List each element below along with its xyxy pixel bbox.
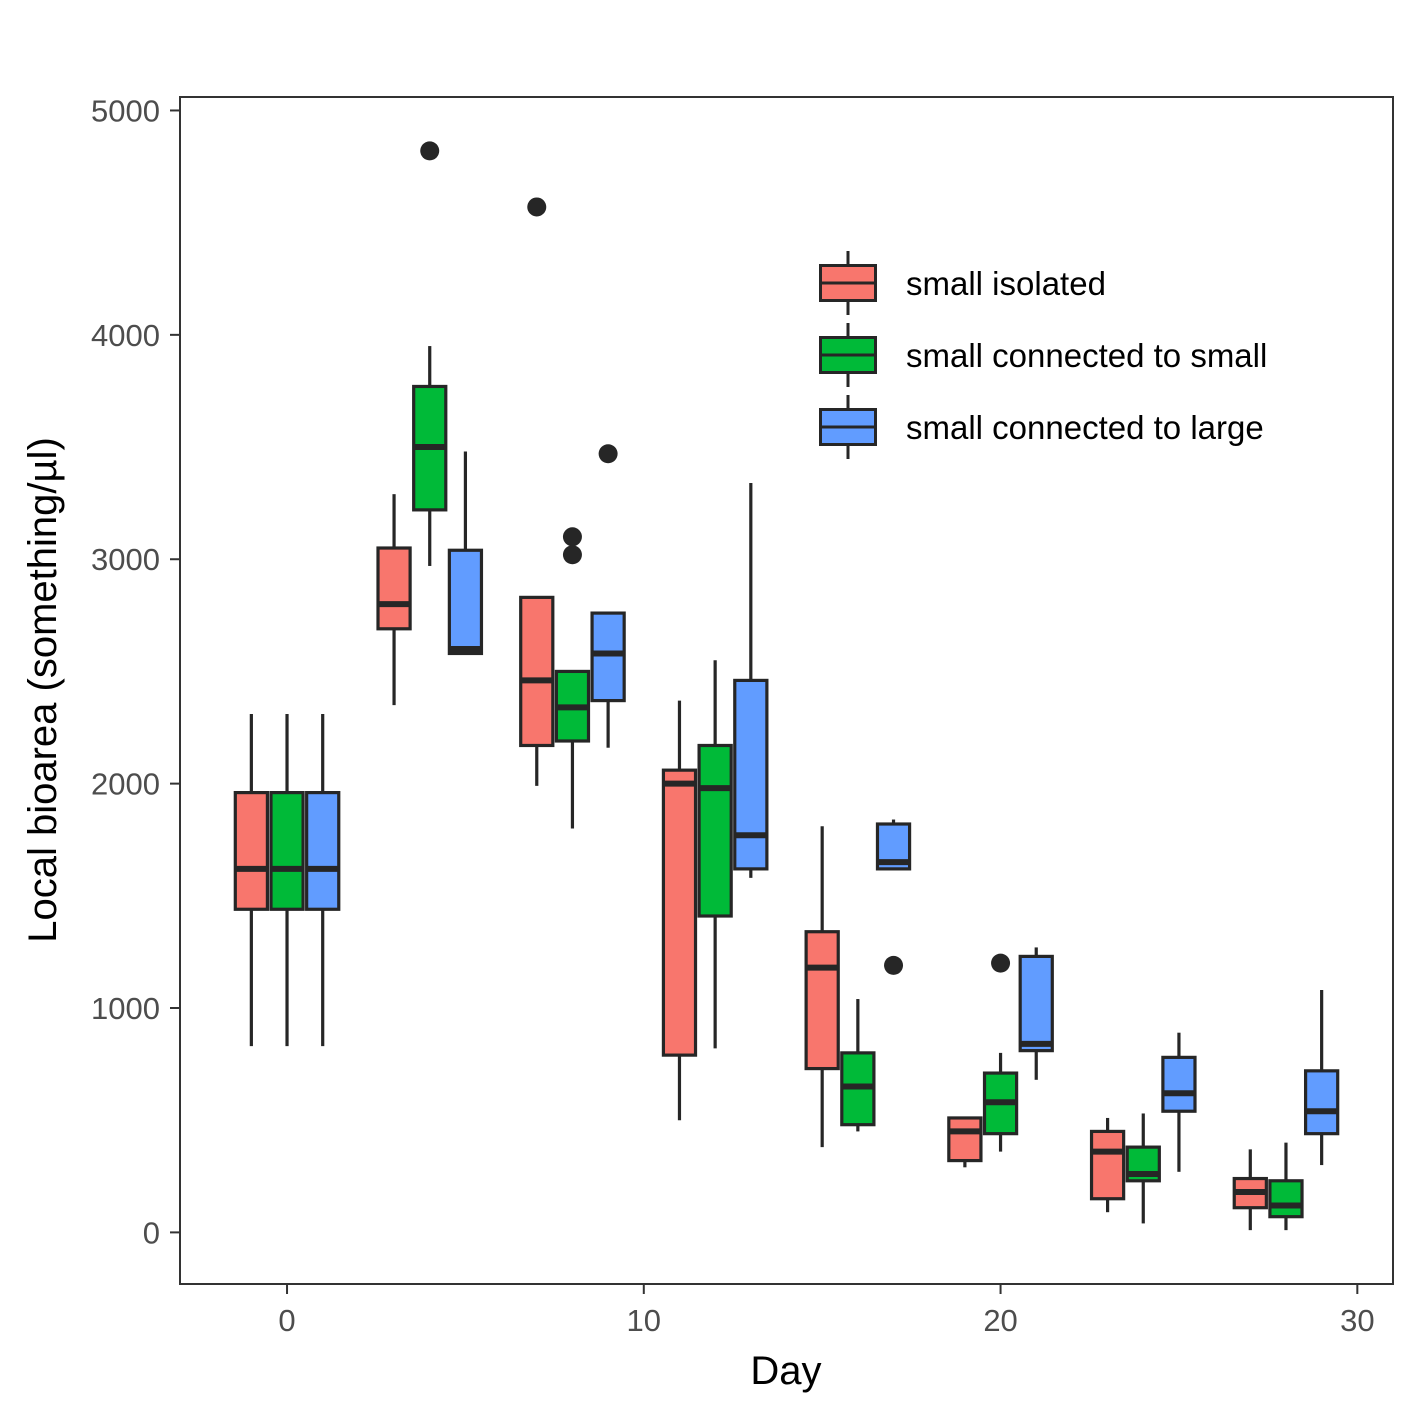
box-body [1303, 1069, 1340, 1136]
series-2 [305, 444, 1340, 1172]
series-0 [233, 197, 1268, 1231]
box-body [519, 595, 555, 748]
y-tick-label: 5000 [91, 93, 160, 128]
y-tick-label: 4000 [91, 318, 160, 353]
y-axis-title: Local bioarea (something/µl) [21, 437, 65, 943]
box-1-3 [697, 660, 733, 1049]
legend-label: small connected to large [906, 409, 1264, 446]
box-0-6 [1089, 1117, 1126, 1213]
box-body [697, 743, 733, 918]
box-body [233, 790, 270, 911]
box-body [733, 678, 769, 871]
box-1-1 [412, 141, 448, 566]
box-0-1 [376, 494, 412, 706]
panel-border [179, 96, 1394, 1285]
box-body [1268, 1179, 1304, 1219]
box-0-5 [947, 1116, 983, 1168]
box-body [376, 546, 412, 631]
outlier-point [527, 197, 547, 217]
x-tick-label: 20 [983, 1303, 1017, 1338]
box-body [661, 768, 698, 1057]
outlier-point [991, 953, 1011, 973]
box-0-7 [1232, 1149, 1268, 1231]
box-body [269, 790, 305, 911]
box-2-2 [590, 444, 626, 748]
box-2-3 [733, 482, 769, 878]
legend-label: small isolated [906, 265, 1106, 302]
box-1-4 [840, 999, 876, 1132]
box-body [1089, 1129, 1126, 1201]
y-axis: 0 1000 2000 3000 4000 5000 [91, 93, 180, 1250]
box-body [1161, 1055, 1197, 1113]
x-tick-label: 0 [278, 1303, 295, 1338]
box-0-2 [519, 197, 555, 786]
plot-area [233, 141, 1340, 1231]
box-1-2 [554, 527, 591, 829]
outlier-point [562, 545, 582, 565]
outlier-point [884, 955, 904, 975]
box-body [804, 930, 840, 1071]
y-tick-label: 1000 [91, 991, 160, 1026]
outlier-point [598, 444, 618, 464]
box-0-3 [661, 700, 698, 1121]
x-tick-label: 10 [627, 1303, 661, 1338]
y-tick-label: 3000 [91, 542, 160, 577]
box-0-4 [804, 826, 840, 1148]
x-tick-label: 30 [1340, 1303, 1374, 1338]
box-body [1018, 954, 1054, 1053]
box-1-0 [269, 714, 305, 1047]
legend-label: small connected to small [906, 337, 1267, 374]
box-1-5 [982, 953, 1019, 1152]
x-axis: 0 10 20 30 [278, 1284, 1375, 1338]
box-1-7 [1268, 1142, 1304, 1231]
box-2-0 [305, 714, 341, 1047]
box-2-4 [875, 819, 912, 975]
outlier-point [562, 527, 582, 547]
legend-item-2: small connected to large [819, 395, 1264, 459]
y-tick-label: 2000 [91, 767, 160, 802]
box-2-1 [447, 451, 484, 656]
box-0-0 [233, 714, 270, 1047]
box-body [947, 1116, 983, 1163]
x-axis-title: Day [750, 1349, 821, 1393]
series-1 [269, 141, 1304, 1231]
box-body [305, 790, 341, 911]
outlier-point [420, 141, 440, 161]
y-tick-label: 0 [143, 1215, 160, 1250]
legend-item-0: small isolated [819, 251, 1106, 315]
box-2-5 [1018, 947, 1054, 1080]
box-body [447, 548, 484, 656]
box-2-7 [1303, 990, 1340, 1166]
box-body [590, 611, 626, 703]
legend-item-1: small connected to small [819, 323, 1267, 387]
box-2-6 [1161, 1032, 1197, 1172]
box-1-6 [1125, 1113, 1161, 1224]
legend: small isolated small connected to small sm… [819, 251, 1267, 459]
